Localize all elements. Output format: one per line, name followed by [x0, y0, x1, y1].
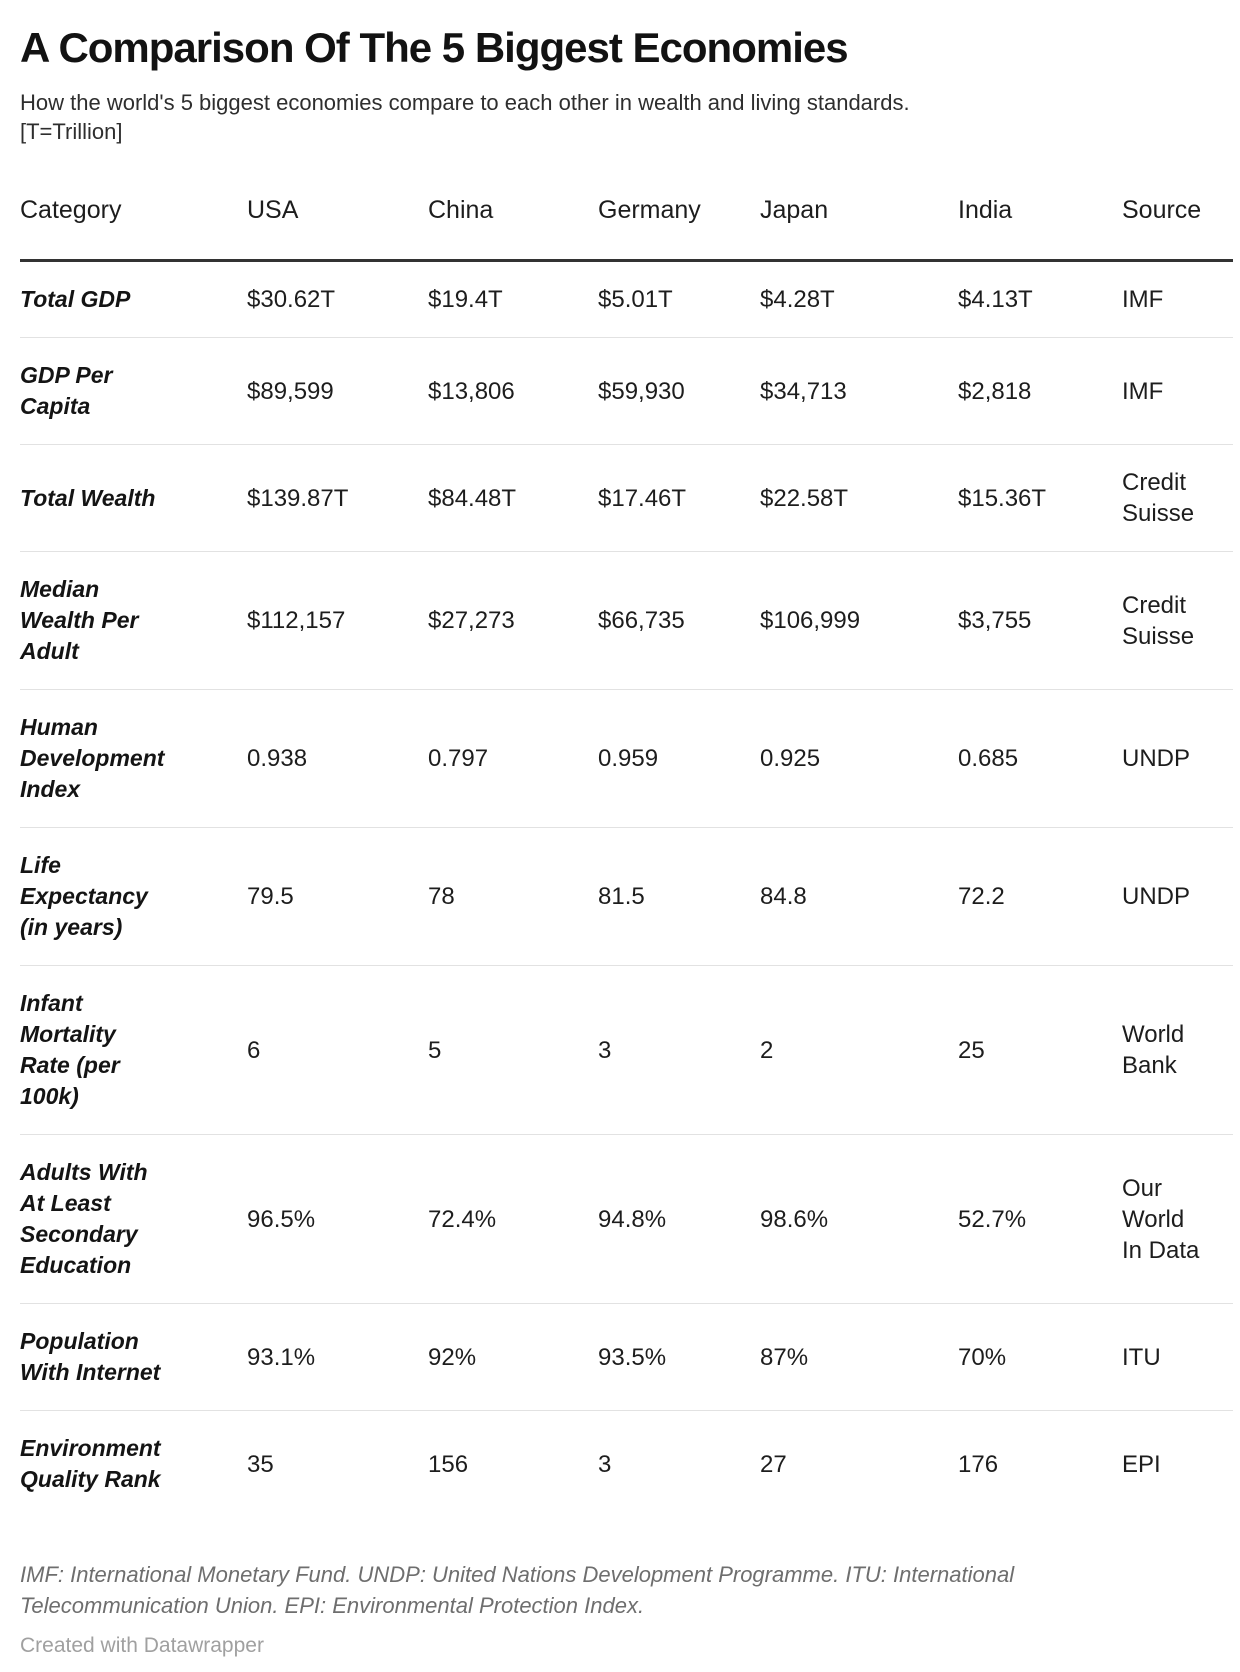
- table-row: Human Development Index 0.938 0.797 0.959 0.…: [20, 689, 1233, 828]
- value-cell: 81.5: [598, 827, 760, 966]
- chart-title: A Comparison Of The 5 Biggest Economies: [20, 24, 849, 71]
- value-cell: 35: [247, 1450, 274, 1478]
- value-cell: $15.36T: [958, 444, 1122, 552]
- column-header-china: China: [428, 196, 598, 262]
- value-cell: $30.62T: [247, 260, 428, 338]
- category-cell: Median Wealth Per Adult: [20, 551, 247, 690]
- value-cell: $3,755: [958, 551, 1122, 690]
- value-cell: $66,735: [598, 551, 760, 690]
- table-row: Environment Quality Rank 35 156 3 27 176 EPI: [20, 1411, 1233, 1518]
- source-cell: Credit Suisse: [1122, 444, 1233, 552]
- value-cell: $4.13T: [958, 260, 1122, 338]
- table-body: Total GDP $30.62T $19.4T $5.01T $4.28T $4.13T…: [20, 260, 1233, 1518]
- value-cell: $112,157: [247, 551, 428, 690]
- table-row: Median Wealth Per Adult $112,157 $27,273 $6…: [20, 551, 1233, 690]
- category-cell: Total GDP: [20, 260, 247, 338]
- category-cell: GDP Per Capita: [20, 337, 247, 445]
- value-cell: 70%: [958, 1303, 1122, 1411]
- comparison-table: Category USA China Germany Japan India Source …: [20, 196, 1233, 1517]
- value-cell: 93.5%: [598, 1303, 760, 1411]
- value-cell: 0.685: [958, 689, 1122, 828]
- value-cell: 0.925: [760, 689, 958, 828]
- value-cell: 0.797: [428, 689, 598, 828]
- source-notes: IMF: International Monetary Fund. UNDP: …: [20, 1562, 1015, 1618]
- table-row: Infant Mortality Rate (per 100k) 6 5 3 2 25 Wo…: [20, 965, 1233, 1135]
- value-cell: $2,818: [958, 337, 1122, 445]
- value-cell: 25: [958, 965, 1122, 1135]
- value-cell: $5.01T: [598, 260, 760, 338]
- value-cell: 78: [428, 827, 598, 966]
- category-cell: Life Expectancy (in years): [20, 827, 247, 966]
- source-cell: UNDP: [1122, 689, 1233, 828]
- value-cell: $34,713: [760, 337, 958, 445]
- category-cell: Adults With At Least Secondary Education: [20, 1134, 247, 1304]
- column-header-category: Category: [20, 196, 247, 262]
- value-cell: $17.46T: [598, 444, 760, 552]
- value-cell: 2: [760, 965, 958, 1135]
- source-cell: UNDP: [1122, 827, 1233, 966]
- table-row: Life Expectancy (in years) 79.5 78 81.5 84.8…: [20, 827, 1233, 966]
- value-cell: $27,273: [428, 551, 598, 690]
- value-cell: 94.8%: [598, 1134, 760, 1304]
- value-cell: $84.48T: [428, 444, 598, 552]
- value-cell: 156: [428, 1450, 469, 1478]
- value-cell: 96.5%: [247, 1134, 428, 1304]
- category-cell: Infant Mortality Rate (per 100k): [20, 965, 247, 1135]
- source-cell: ITU: [1122, 1303, 1233, 1411]
- table-row: Adults With At Least Secondary Education…: [20, 1134, 1233, 1304]
- column-header-germany: Germany: [598, 196, 760, 262]
- column-header-japan: Japan: [760, 196, 958, 262]
- table-row: GDP Per Capita $89,599 $13,806 $59,930 $34,7…: [20, 337, 1233, 445]
- table-row: Population With Internet 93.1% 92% 93.5% 87%…: [20, 1303, 1233, 1411]
- category-cell: Human Development Index: [20, 689, 247, 828]
- value-cell: $106,999: [760, 551, 958, 690]
- value-cell: 176: [958, 1450, 999, 1478]
- column-header-usa: USA: [247, 196, 428, 262]
- value-cell: 6: [247, 965, 428, 1135]
- source-cell: EPI: [1122, 1450, 1161, 1478]
- source-cell: IMF: [1122, 260, 1233, 338]
- value-cell: 52.7%: [958, 1134, 1122, 1304]
- value-cell: 0.959: [598, 689, 760, 828]
- value-cell: 93.1%: [247, 1303, 428, 1411]
- table-row: Total GDP $30.62T $19.4T $5.01T $4.28T $4.13T…: [20, 260, 1233, 338]
- category-cell: Total Wealth: [20, 444, 247, 552]
- category-cell: Environment Quality Rank: [20, 1435, 161, 1492]
- value-cell: 79.5: [247, 827, 428, 966]
- value-cell: $139.87T: [247, 444, 428, 552]
- column-header-source: Source: [1122, 196, 1233, 262]
- chart-subtitle: How the world's 5 biggest economies comp…: [20, 90, 910, 144]
- value-cell: 27: [760, 1450, 787, 1478]
- value-cell: $13,806: [428, 337, 598, 445]
- source-cell: Credit Suisse: [1122, 551, 1233, 690]
- value-cell: 3: [598, 1450, 612, 1478]
- value-cell: 84.8: [760, 827, 958, 966]
- value-cell: 87%: [760, 1303, 958, 1411]
- value-cell: $4.28T: [760, 260, 958, 338]
- source-cell: IMF: [1122, 337, 1233, 445]
- column-header-india: India: [958, 196, 1122, 262]
- value-cell: 92%: [428, 1303, 598, 1411]
- category-cell: Population With Internet: [20, 1303, 247, 1411]
- source-cell: World Bank: [1122, 965, 1233, 1135]
- value-cell: 72.4%: [428, 1134, 598, 1304]
- value-cell: 3: [598, 965, 760, 1135]
- value-cell: $89,599: [247, 337, 428, 445]
- source-cell: Our World In Data: [1122, 1134, 1233, 1304]
- datawrapper-credit: Created with Datawrapper: [20, 1634, 264, 1657]
- table-header-row: Category USA China Germany Japan India Source: [20, 196, 1233, 262]
- value-cell: 0.938: [247, 689, 428, 828]
- value-cell: $19.4T: [428, 260, 598, 338]
- value-cell: 98.6%: [760, 1134, 958, 1304]
- value-cell: $22.58T: [760, 444, 958, 552]
- value-cell: 5: [428, 965, 598, 1135]
- value-cell: $59,930: [598, 337, 760, 445]
- table-row: Total Wealth $139.87T $84.48T $17.46T $22.58…: [20, 444, 1233, 552]
- value-cell: 72.2: [958, 827, 1122, 966]
